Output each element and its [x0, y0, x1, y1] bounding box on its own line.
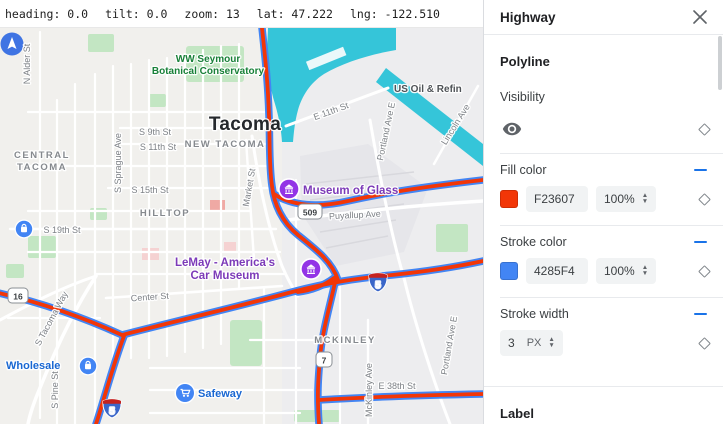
- svg-text:S 15th St: S 15th St: [131, 185, 169, 195]
- panel-title: Highway: [500, 9, 556, 25]
- fill-color-inheritance-diamond-icon[interactable]: [698, 192, 711, 206]
- panel-scrollbar[interactable]: [718, 36, 722, 90]
- stroke-color-remove-button[interactable]: [692, 237, 709, 247]
- svg-text:Car Museum: Car Museum: [190, 270, 259, 282]
- fill-color-remove-button[interactable]: [692, 165, 709, 175]
- svg-text:CENTRAL: CENTRAL: [14, 150, 70, 161]
- svg-text:Botanical Conservatory: Botanical Conservatory: [152, 66, 265, 77]
- shopping-poi-icon[interactable]: [78, 356, 98, 376]
- sr7-shield: 7: [315, 351, 333, 368]
- svg-text:NEW TACOMA: NEW TACOMA: [185, 139, 266, 150]
- lng-readout: lng: -122.510: [349, 6, 440, 21]
- style-panel: Highway Polyline Visibility Fill color: [483, 0, 723, 424]
- stroke-color-label: Stroke color: [500, 235, 567, 249]
- svg-text:US Oil & Refin: US Oil & Refin: [394, 84, 462, 95]
- i5-shield-south: 5: [102, 398, 122, 419]
- stroke-width-stepper[interactable]: ▲ ▼: [548, 336, 555, 349]
- tilt-readout: tilt: 0.0: [105, 6, 168, 21]
- close-icon: [693, 10, 707, 24]
- svg-text:LeMay - America's: LeMay - America's: [175, 257, 275, 269]
- stroke-color-inheritance-diamond-icon[interactable]: [698, 264, 711, 278]
- svg-text:Museum of Glass: Museum of Glass: [303, 185, 398, 197]
- stroke-width-remove-button[interactable]: [692, 309, 709, 319]
- safeway-icon[interactable]: [174, 382, 196, 404]
- svg-text:McKinley Ave: McKinley Ave: [364, 363, 374, 417]
- city-label: Tacoma: [209, 114, 281, 135]
- svg-text:Center St: Center St: [130, 291, 169, 304]
- pier: [305, 46, 347, 71]
- route-shields: 509 16 7 5 5: [7, 203, 388, 419]
- fill-opacity-input[interactable]: 100% ▲ ▼: [596, 186, 657, 212]
- eye-icon: [502, 122, 522, 136]
- map-minor-roads: [0, 30, 483, 424]
- svg-text:E 38th St: E 38th St: [378, 381, 416, 391]
- svg-text:Puyallup Ave: Puyallup Ave: [329, 209, 381, 222]
- svg-text:7: 7: [322, 356, 327, 366]
- stroke-width-unit: PX: [526, 337, 542, 349]
- divider: [500, 297, 723, 298]
- highway-polylines: [0, 28, 483, 424]
- panel-header: Highway: [484, 0, 723, 35]
- s19th-poi-icon[interactable]: [14, 219, 34, 239]
- divider: [500, 225, 723, 226]
- svg-text:MCKINLEY: MCKINLEY: [314, 335, 376, 346]
- svg-text:TACOMA: TACOMA: [17, 162, 67, 173]
- minus-icon: [694, 313, 707, 315]
- svg-text:Safeway: Safeway: [198, 388, 243, 400]
- museum-of-glass-icon[interactable]: [278, 178, 300, 200]
- minus-icon: [694, 241, 707, 243]
- fill-color-swatch[interactable]: [500, 190, 518, 208]
- stroke-width-inheritance-diamond-icon[interactable]: [698, 336, 711, 350]
- visibility-eye-toggle[interactable]: [500, 117, 524, 141]
- svg-text:S Pine St: S Pine St: [50, 371, 60, 409]
- zoom-readout: zoom: 13: [184, 6, 240, 21]
- stroke-width-input[interactable]: 3 PX ▲ ▼: [500, 330, 563, 356]
- section-divider: [484, 386, 723, 387]
- label-section-header: Label: [500, 406, 534, 421]
- svg-text:16: 16: [13, 292, 23, 302]
- minus-icon: [694, 169, 707, 171]
- compass-control[interactable]: [0, 32, 24, 56]
- svg-text:S 11th St: S 11th St: [140, 142, 177, 152]
- map-canvas[interactable]: 509 16 7 5 5: [0, 28, 483, 424]
- svg-text:5: 5: [109, 406, 114, 416]
- svg-text:S Sprague Ave: S Sprague Ave: [113, 133, 123, 193]
- fill-color-hex-input[interactable]: F23607: [526, 186, 588, 212]
- stroke-opacity-stepper[interactable]: ▲ ▼: [641, 264, 649, 277]
- visibility-inheritance-diamond-icon[interactable]: [698, 122, 711, 136]
- camera-status-bar: heading: 0.0 tilt: 0.0 zoom: 13 lat: 47.…: [0, 0, 483, 28]
- fill-color-label: Fill color: [500, 163, 547, 177]
- stroke-opacity-input[interactable]: 100% ▲ ▼: [596, 258, 657, 284]
- svg-text:509: 509: [303, 208, 317, 218]
- map-water: [267, 28, 483, 166]
- stroke-color-swatch[interactable]: [500, 262, 518, 280]
- lat-readout: lat: 47.222: [256, 6, 333, 21]
- svg-text:S 19th St: S 19th St: [43, 225, 81, 235]
- stroke-width-label: Stroke width: [500, 307, 569, 321]
- svg-text:N Alder St: N Alder St: [22, 43, 32, 84]
- sr509-shield: 509: [297, 203, 323, 220]
- fill-opacity-stepper[interactable]: ▲ ▼: [641, 192, 649, 205]
- svg-text:HILLTOP: HILLTOP: [140, 208, 190, 219]
- polyline-section-header: Polyline: [500, 54, 550, 69]
- divider: [500, 153, 723, 154]
- car-museum-icon[interactable]: [300, 258, 322, 280]
- sr16-shield: 16: [7, 287, 29, 304]
- stroke-color-hex-input[interactable]: 4285F4: [526, 258, 588, 284]
- close-panel-button[interactable]: [691, 8, 709, 26]
- heading-readout: heading: 0.0: [5, 6, 89, 21]
- svg-text:Wholesale: Wholesale: [6, 360, 60, 372]
- polyline-visibility-label: Visibility: [500, 90, 545, 104]
- svg-text:WW Seymour: WW Seymour: [176, 54, 241, 65]
- svg-text:5: 5: [375, 280, 380, 290]
- svg-text:S 9th St: S 9th St: [139, 127, 172, 137]
- i5-shield: 5: [368, 272, 388, 293]
- poi-icons: [0, 32, 322, 404]
